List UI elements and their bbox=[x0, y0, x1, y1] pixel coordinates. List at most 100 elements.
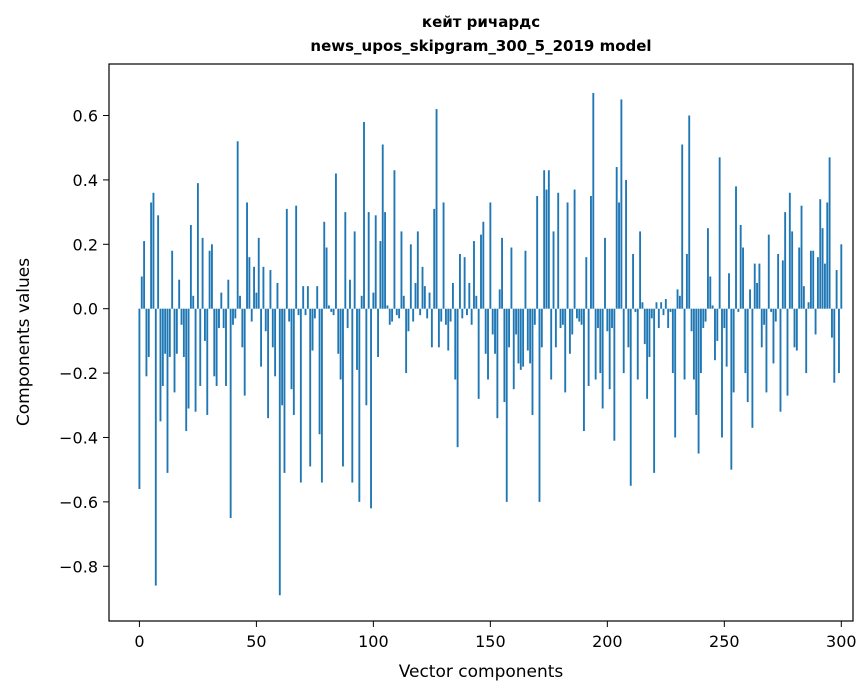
bar bbox=[309, 308, 312, 467]
x-tick-label: 50 bbox=[246, 632, 266, 651]
chart-title-line1: кейт ричардс bbox=[422, 13, 540, 31]
bar bbox=[206, 308, 209, 415]
bar bbox=[255, 292, 258, 309]
bar bbox=[498, 289, 501, 309]
bar bbox=[243, 308, 246, 396]
bar bbox=[318, 308, 321, 435]
bar bbox=[475, 295, 478, 309]
bar bbox=[175, 308, 178, 354]
bar bbox=[454, 308, 457, 380]
bar bbox=[786, 308, 789, 396]
bar bbox=[561, 308, 564, 325]
bar bbox=[533, 308, 536, 325]
bar bbox=[564, 308, 567, 393]
bar bbox=[477, 308, 480, 399]
bar bbox=[568, 308, 571, 354]
x-tick-label: 250 bbox=[709, 632, 740, 651]
bar bbox=[421, 266, 424, 309]
bar bbox=[487, 308, 489, 380]
bar bbox=[241, 308, 244, 348]
bar bbox=[463, 257, 466, 309]
bar bbox=[721, 308, 723, 438]
bar bbox=[819, 199, 822, 309]
bar bbox=[444, 308, 447, 325]
bar bbox=[620, 99, 623, 309]
bar bbox=[517, 308, 520, 364]
bar bbox=[643, 308, 646, 345]
bar bbox=[559, 308, 562, 329]
bar bbox=[306, 286, 309, 309]
bar bbox=[327, 305, 330, 309]
bar bbox=[332, 308, 335, 316]
bar bbox=[189, 224, 192, 309]
y-tick-label: −0.4 bbox=[59, 428, 98, 447]
bar bbox=[459, 253, 461, 309]
bar bbox=[143, 241, 146, 309]
bar bbox=[758, 263, 761, 309]
y-tick-label: −0.8 bbox=[59, 557, 98, 576]
bar bbox=[208, 250, 211, 309]
bar bbox=[496, 308, 499, 419]
bar bbox=[391, 308, 394, 322]
bar bbox=[290, 308, 293, 390]
bar bbox=[320, 308, 323, 483]
bar bbox=[704, 308, 707, 322]
bar bbox=[505, 308, 508, 502]
y-tick-label: 0.2 bbox=[73, 235, 98, 254]
x-tick-label: 0 bbox=[134, 632, 144, 651]
bar bbox=[199, 308, 202, 386]
bar bbox=[178, 279, 181, 309]
bar bbox=[157, 215, 160, 309]
bar bbox=[313, 308, 316, 319]
bar bbox=[236, 141, 239, 309]
bar bbox=[515, 308, 518, 335]
chart-title-line2: news_upos_skipgram_300_5_2019 model bbox=[310, 37, 651, 55]
bar bbox=[718, 157, 721, 309]
x-axis-ticks: 0 50 100 150 200 250 300 bbox=[134, 621, 857, 651]
bar bbox=[299, 308, 302, 483]
x-tick-label: 100 bbox=[358, 632, 389, 651]
bar bbox=[711, 305, 714, 309]
bar bbox=[377, 308, 379, 357]
bar bbox=[809, 250, 812, 309]
bar bbox=[227, 279, 230, 309]
bar bbox=[816, 257, 819, 309]
bar bbox=[257, 237, 260, 309]
bar bbox=[835, 270, 838, 309]
bar bbox=[653, 308, 656, 473]
bar bbox=[365, 308, 368, 406]
bar bbox=[363, 121, 365, 309]
bar bbox=[636, 308, 639, 380]
bar bbox=[423, 286, 426, 309]
bar bbox=[297, 308, 300, 316]
bar bbox=[152, 192, 155, 309]
y-tick-label: −0.2 bbox=[59, 364, 98, 383]
bar bbox=[402, 295, 405, 309]
bar bbox=[344, 212, 347, 309]
bar bbox=[281, 308, 284, 406]
bar bbox=[660, 302, 663, 309]
bar bbox=[196, 183, 199, 309]
bar bbox=[805, 308, 808, 374]
bar bbox=[232, 308, 234, 325]
bar bbox=[707, 228, 709, 309]
bar bbox=[185, 308, 188, 432]
bar bbox=[601, 308, 604, 409]
bar bbox=[180, 308, 183, 325]
bar bbox=[788, 192, 791, 309]
bar bbox=[409, 244, 412, 309]
bar bbox=[793, 308, 796, 348]
bar bbox=[608, 308, 611, 390]
y-axis-ticks: 0.6 0.4 0.2 0.0 −0.2 −0.4 −0.6 −0.8 bbox=[59, 107, 109, 576]
bar bbox=[522, 308, 525, 367]
bar bbox=[325, 247, 328, 309]
bar bbox=[692, 308, 695, 380]
bar bbox=[702, 308, 705, 329]
bar bbox=[632, 253, 635, 309]
bar bbox=[760, 308, 763, 348]
bar bbox=[145, 308, 148, 377]
bar bbox=[461, 308, 464, 319]
bar bbox=[288, 308, 291, 322]
bar bbox=[393, 170, 396, 309]
